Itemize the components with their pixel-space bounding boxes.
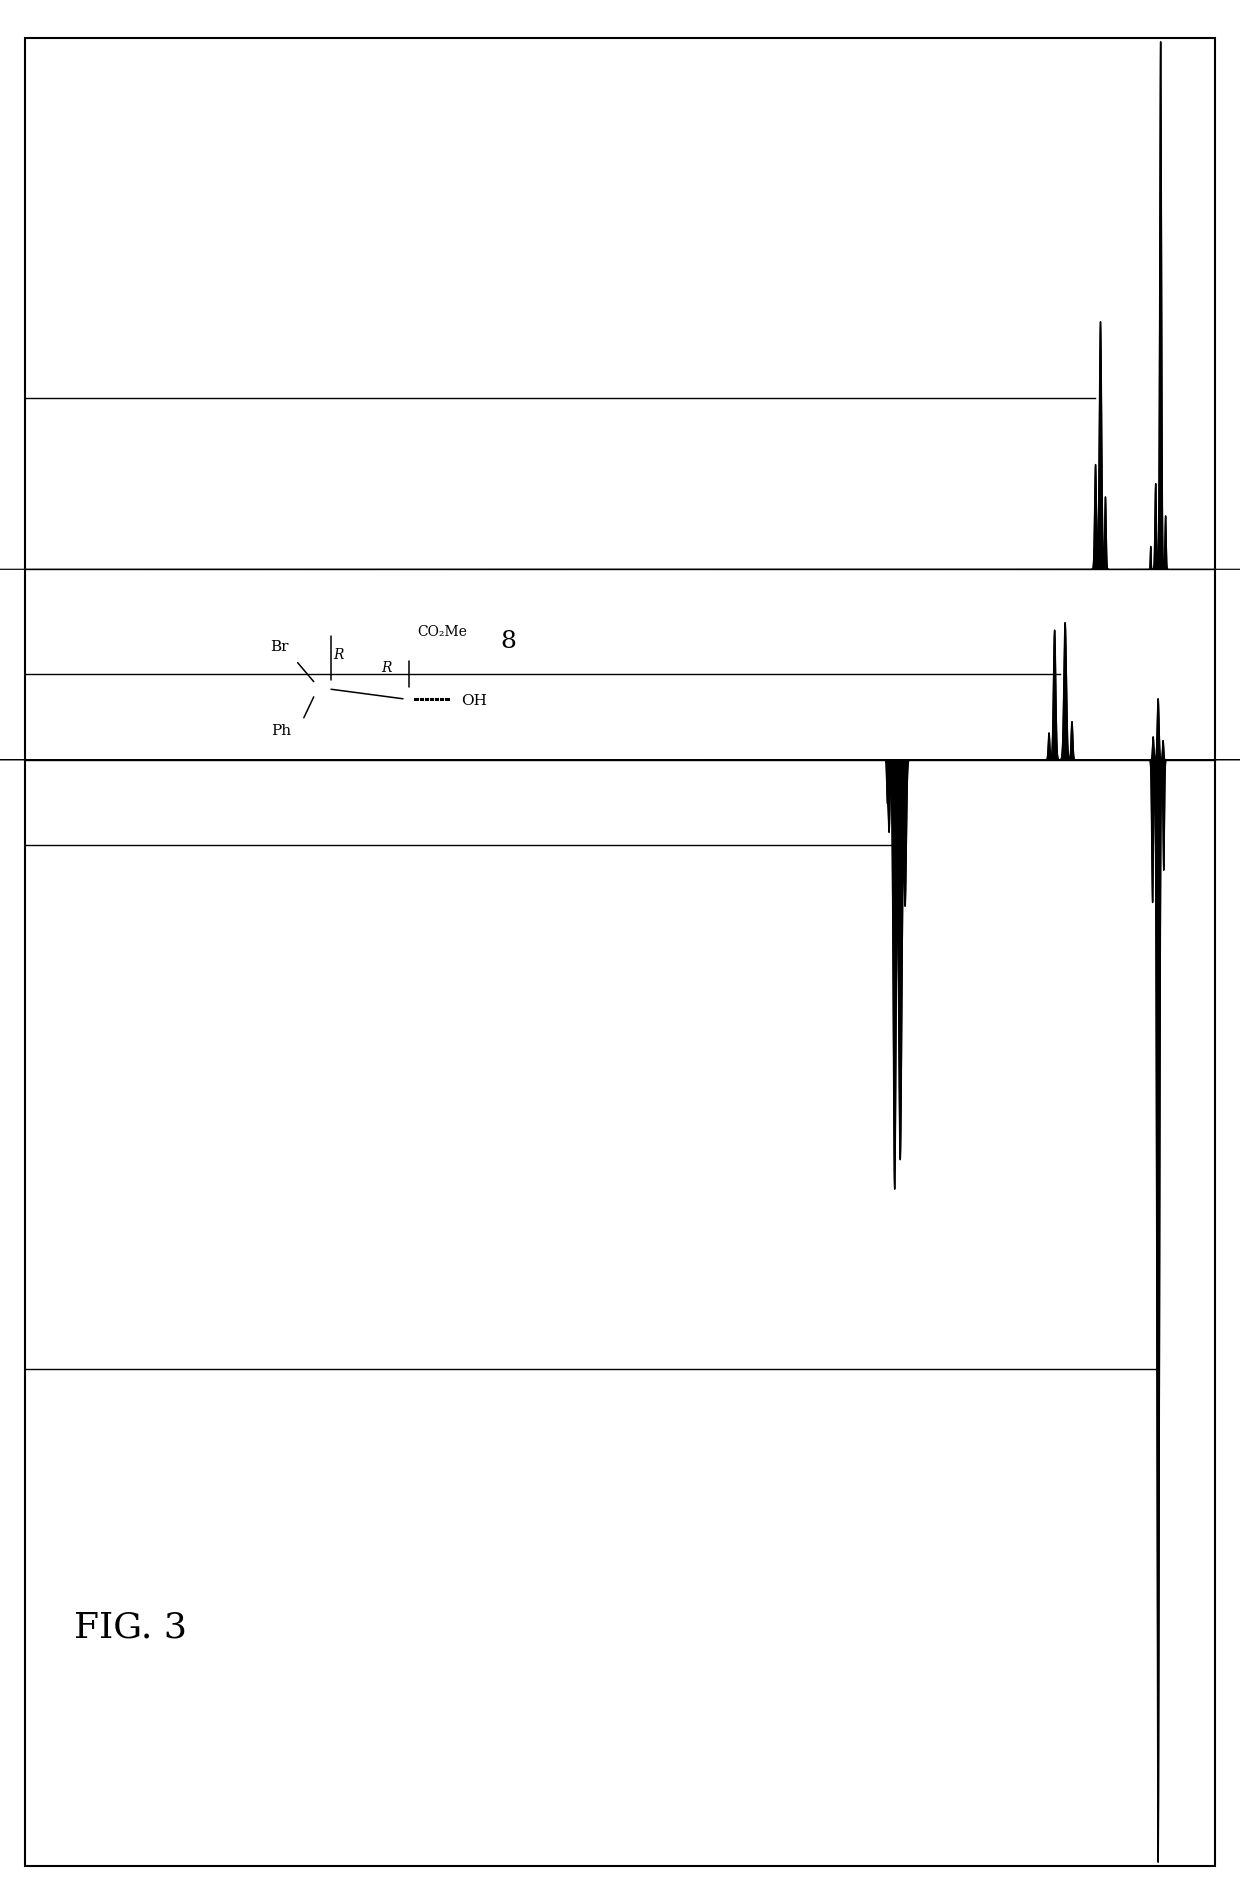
Text: FIG. 3: FIG. 3 bbox=[74, 1611, 187, 1645]
Text: Ph: Ph bbox=[272, 724, 291, 739]
Text: OH: OH bbox=[461, 693, 486, 708]
Text: R: R bbox=[382, 661, 392, 676]
Text: 8: 8 bbox=[501, 630, 516, 653]
Text: CO₂Me: CO₂Me bbox=[418, 625, 467, 640]
Text: Br: Br bbox=[270, 640, 288, 655]
Text: R: R bbox=[334, 647, 343, 663]
